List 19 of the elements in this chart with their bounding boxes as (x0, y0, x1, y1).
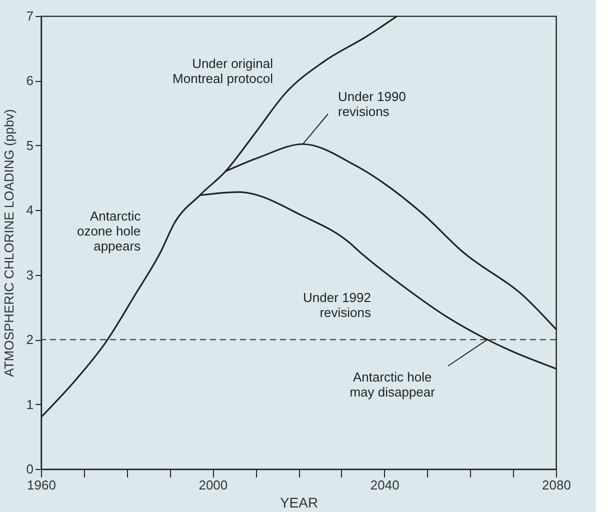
annotation: Antarctic ozone hole appears (76, 208, 142, 254)
y-axis-title: ATMOSPHERIC CHLORINE LOADING (ppbv) (1, 109, 16, 377)
series-label: Under 1992 revisions (303, 290, 372, 320)
y-tick-label: 1 (26, 396, 34, 412)
y-tick-label: 7 (26, 8, 34, 24)
y-tick-label: 0 (26, 462, 34, 476)
annotation: Antarctic hole may disappear (350, 370, 436, 400)
y-tick-label: 3 (26, 267, 34, 282)
x-tick-label: 2040 (370, 478, 400, 492)
y-tick-label: 2 (26, 332, 34, 348)
x-tick-label: 1960 (27, 478, 56, 492)
y-tick-label: 6 (26, 73, 34, 88)
series-label: Under original Montreal protocol (172, 56, 274, 86)
y-tick-label: 4 (26, 202, 34, 218)
text: Under 1990 revisions (338, 89, 406, 119)
x-tick-label: 2000 (198, 478, 228, 492)
x-tick-label: 2080 (542, 478, 571, 492)
y-tick-label: 5 (26, 138, 34, 153)
x-axis-title: YEAR (280, 494, 318, 510)
